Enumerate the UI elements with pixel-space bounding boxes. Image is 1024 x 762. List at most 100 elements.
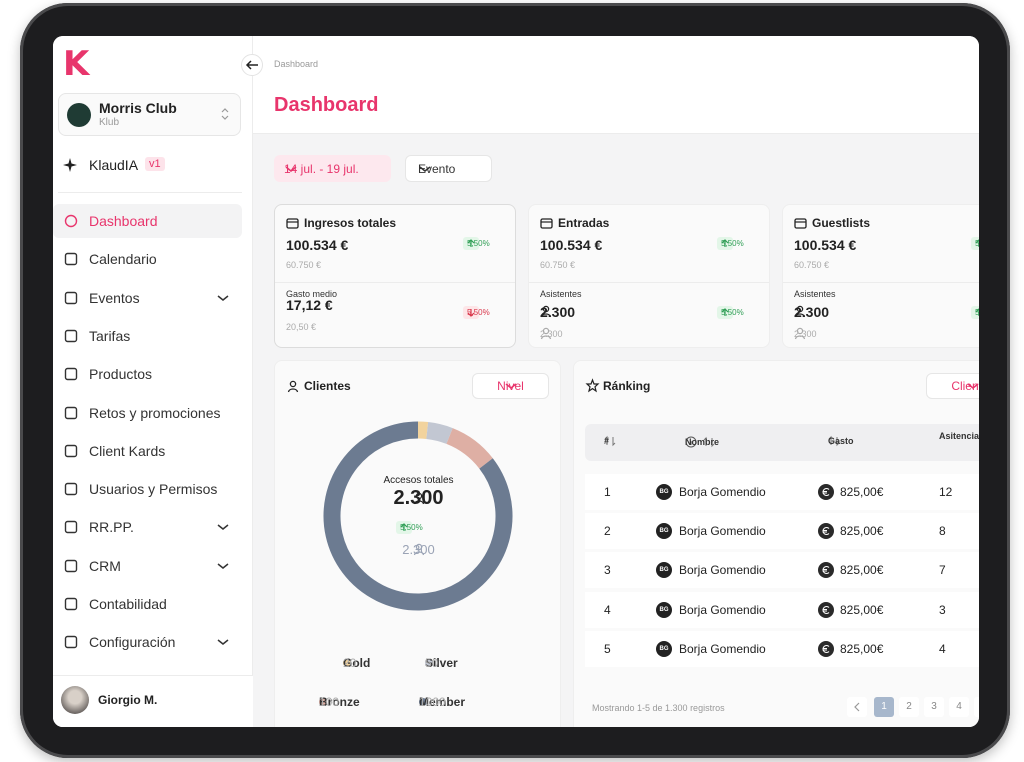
ai-label[interactable]: KlaudIA [89, 157, 139, 173]
rank: 5 [604, 641, 611, 656]
nav-item[interactable]: Usuarios y Permisos [53, 472, 242, 506]
column-header[interactable]: # [604, 435, 616, 447]
change-value: 5,50% [975, 239, 979, 248]
info-icon [685, 436, 697, 448]
nav-label: Retos y promociones [89, 404, 221, 421]
sort-icon [828, 435, 840, 447]
sort-icon [604, 435, 616, 447]
legend-swatch [343, 659, 351, 667]
header [253, 36, 979, 134]
nav-icon [64, 253, 78, 266]
nav-label: Dashboard [89, 213, 158, 229]
stat-sub-previous-text: 2.300 [540, 328, 563, 339]
client-attendance: 12 [939, 485, 953, 499]
chevron-icon [217, 639, 229, 646]
legend-swatch [419, 698, 427, 706]
change-value: 5,50% [467, 239, 490, 248]
date-filter[interactable]: 14 jul. - 19 jul. [274, 155, 391, 182]
nav-item[interactable]: RR.PP. [53, 510, 242, 544]
divider [783, 282, 979, 283]
stat-sub-value: 2.300 [540, 304, 575, 320]
client-spend: 825,00€ [840, 641, 884, 656]
icon-part [975, 308, 979, 316]
nav-label: Client Kards [89, 442, 166, 459]
nav-icon [64, 214, 78, 228]
club-switcher[interactable]: Morris Club Klub [58, 93, 241, 136]
rank: 1 [604, 485, 611, 499]
nav-item[interactable]: Contabilidad [53, 587, 242, 621]
donut-chart [323, 421, 513, 611]
event-filter[interactable]: Evento [405, 155, 492, 182]
change-badge: 5,50% [396, 521, 423, 534]
icon-part [794, 313, 806, 318]
user-name: Giorgio M. [98, 693, 158, 707]
page-button[interactable]: 5 [974, 697, 979, 717]
column-header[interactable]: Gasto [828, 435, 854, 447]
icon-part [64, 482, 78, 496]
page-button[interactable]: 3 [924, 697, 944, 717]
person-icon [413, 543, 424, 556]
nav-icon [64, 482, 78, 496]
icon-part [604, 435, 616, 447]
nav-item[interactable]: Productos [53, 357, 242, 391]
change-badge: 5,50% [971, 237, 979, 250]
change-badge: 5,50% [463, 237, 490, 250]
table-row: 5 BG Borja Gomendio 825,00€ 4 [585, 630, 979, 667]
client-attendance: 7 [939, 563, 946, 578]
table-row: 4 BG Borja Gomendio 825,00€ 3 [585, 591, 979, 628]
icon-part [721, 308, 729, 316]
coin-icon [818, 523, 834, 540]
nav-item[interactable]: Calendario [53, 242, 242, 276]
back-button[interactable] [241, 54, 263, 76]
trend-arrow [467, 309, 475, 317]
column-label: # [604, 436, 610, 446]
ranking-panel: Ránking Clientes # Nombre Gasto Asitencia 1 BG B… [573, 360, 979, 727]
nav-item[interactable]: Tarifas [53, 319, 242, 353]
column-header[interactable]: Nombre [685, 436, 719, 448]
prev-page[interactable] [847, 697, 867, 717]
stat-previous: 60.750 € [540, 260, 576, 270]
panel-title: Ránking [603, 379, 651, 393]
client-spend: 825,00€ [840, 602, 884, 617]
icon-part [64, 214, 78, 228]
stat-sub-value: 2.300 [794, 304, 829, 320]
nav-item[interactable]: Dashboard [53, 204, 242, 238]
sort-icon [703, 436, 715, 448]
icon-part [217, 524, 229, 531]
nav-label: Tarifas [89, 327, 131, 344]
nav-item[interactable]: CRM [53, 549, 242, 583]
card-icon [794, 218, 807, 229]
clients-filter[interactable]: Clientes [926, 373, 979, 399]
icon-part [63, 158, 77, 172]
nav-item[interactable]: Client Kards [53, 434, 242, 468]
nav-icon [64, 444, 78, 457]
legend-item: Member 1000 [419, 695, 465, 709]
client-name: Borja Gomendio [679, 485, 766, 499]
page-button[interactable]: 1 [874, 697, 894, 717]
icon-part [415, 543, 422, 551]
rank: 3 [604, 563, 611, 578]
icon-part [64, 444, 78, 457]
nav-item[interactable]: Eventos [53, 281, 242, 315]
icon-part [796, 327, 804, 335]
nav-label: CRM [89, 557, 121, 574]
nav-icon [64, 406, 78, 419]
ai-badge: v1 [145, 157, 165, 171]
coin-icon [818, 601, 834, 618]
legend-name: Gold [343, 656, 371, 670]
breadcrumb: Dashboard [274, 59, 319, 69]
legend-swatch [425, 659, 433, 667]
icon-part [822, 566, 830, 575]
stat-sub-previous: 2.300 [540, 327, 563, 340]
icon-part [289, 380, 297, 388]
change-badge: 5,50% [971, 306, 979, 319]
stat-value: 100.534 € [540, 237, 603, 253]
stat-sub-previous-text: 2.300 [794, 328, 817, 339]
level-filter[interactable]: Nivel [472, 373, 549, 399]
nav-item[interactable]: Configuración [53, 625, 242, 659]
nav-item[interactable]: Retos y promociones [53, 396, 242, 430]
trend-arrow [721, 308, 729, 316]
page-button[interactable]: 2 [899, 697, 919, 717]
icon-part [540, 218, 553, 229]
page-button[interactable]: 4 [949, 697, 969, 717]
